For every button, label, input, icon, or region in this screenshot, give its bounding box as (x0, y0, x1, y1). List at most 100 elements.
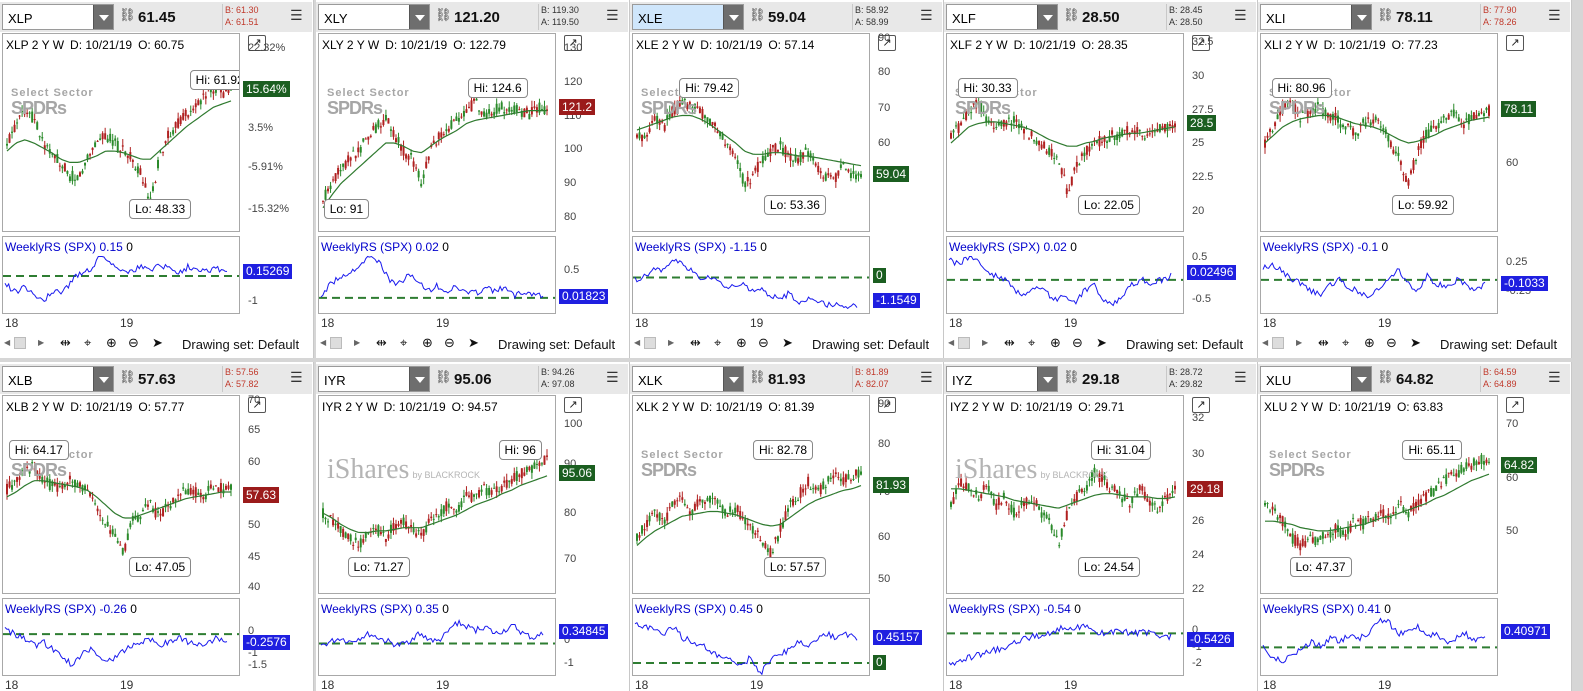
menu-icon[interactable]: ☰ (1234, 370, 1247, 386)
scroll-thumb[interactable] (644, 337, 656, 349)
expand-icon[interactable]: ⇹ (60, 336, 71, 351)
symbol-select[interactable]: IYR (318, 366, 430, 392)
scale-toggle-icon[interactable]: ↗ (878, 397, 896, 413)
scroll-right-icon[interactable]: ▶ (982, 338, 989, 347)
link-icon[interactable]: ⛓ (1377, 8, 1394, 23)
rs-chart[interactable]: WeeklyRS (SPX) 0.15 0 (2, 236, 240, 314)
scale-toggle-icon[interactable]: ↗ (564, 397, 582, 413)
chevron-down-icon[interactable] (723, 367, 743, 391)
scroll-left-icon[interactable]: ◀ (1262, 338, 1269, 347)
cursor-icon[interactable]: ➤ (1410, 336, 1421, 351)
zoom-in-icon[interactable]: ⊕ (1050, 336, 1061, 351)
menu-icon[interactable]: ☰ (290, 8, 303, 24)
scroll-right-icon[interactable]: ▶ (668, 338, 675, 347)
link-icon[interactable]: ⛓ (119, 370, 136, 385)
price-chart[interactable]: Select Sector SPDRs XLY 2 Y W D: 10/21/19 O:… (318, 33, 556, 232)
menu-icon[interactable]: ☰ (606, 370, 619, 386)
scroll-left-icon[interactable]: ◀ (320, 338, 327, 347)
scale-toggle-icon[interactable]: ↗ (1506, 35, 1524, 51)
drawing-set-select[interactable]: Drawing set: Default (1440, 337, 1558, 352)
cursor-icon[interactable]: ➤ (782, 336, 793, 351)
expand-icon[interactable]: ⇹ (376, 336, 387, 351)
scroll-thumb[interactable] (1272, 337, 1284, 349)
price-chart[interactable]: Select SectorSPDRsXLE 2 Y WD: 10/21/19O:… (632, 33, 870, 232)
drawing-set-select[interactable]: Drawing set: Default (1126, 337, 1244, 352)
symbol-select[interactable]: XLK (632, 366, 744, 392)
scale-toggle-icon[interactable]: ↗ (1192, 35, 1210, 51)
crosshair-icon[interactable]: ⌖ (1342, 336, 1350, 351)
menu-icon[interactable]: ☰ (920, 370, 933, 386)
chevron-down-icon[interactable] (93, 367, 113, 391)
menu-icon[interactable]: ☰ (1548, 8, 1561, 24)
scale-toggle-icon[interactable]: ↗ (564, 35, 582, 51)
symbol-select[interactable]: XLE (632, 4, 744, 30)
rs-chart[interactable]: WeeklyRS (SPX) 0.41 0 (1260, 598, 1498, 676)
scale-toggle-icon[interactable]: ↗ (1506, 397, 1524, 413)
zoom-in-icon[interactable]: ⊕ (736, 336, 747, 351)
scroll-left-icon[interactable]: ◀ (634, 338, 641, 347)
rs-chart[interactable]: WeeklyRS (SPX) 0.35 0 (318, 598, 556, 676)
scroll-thumb[interactable] (14, 337, 26, 349)
scroll-right-icon[interactable]: ▶ (1296, 338, 1303, 347)
drawing-set-select[interactable]: Drawing set: Default (182, 337, 300, 352)
symbol-select[interactable]: XLP (2, 4, 114, 30)
zoom-in-icon[interactable]: ⊕ (1364, 336, 1375, 351)
scroll-left-icon[interactable]: ◀ (4, 338, 11, 347)
scroll-left-icon[interactable]: ◀ (948, 338, 955, 347)
scroll-right-icon[interactable]: ▶ (354, 338, 361, 347)
rs-chart[interactable]: WeeklyRS (SPX) 0.02 0 (946, 236, 1184, 314)
zoom-out-icon[interactable]: ⊖ (1072, 336, 1083, 351)
crosshair-icon[interactable]: ⌖ (714, 336, 722, 351)
rs-chart[interactable]: WeeklyRS (SPX) -1.15 0 (632, 236, 870, 314)
link-icon[interactable]: ⛓ (1377, 370, 1394, 385)
price-chart[interactable]: iShares by BLACKROCK IYZ 2 Y W D: 10/21/19 O… (946, 395, 1184, 594)
price-chart[interactable]: Select Sector SPDRs XLU 2 Y W D: 10/21/19 O:… (1260, 395, 1498, 594)
crosshair-icon[interactable]: ⌖ (1028, 336, 1036, 351)
scroll-thumb[interactable] (330, 337, 342, 349)
chevron-down-icon[interactable] (723, 5, 743, 29)
link-icon[interactable]: ⛓ (435, 8, 452, 23)
symbol-select[interactable]: XLY (318, 4, 430, 30)
rs-chart[interactable]: WeeklyRS (SPX) -0.26 0 (2, 598, 240, 676)
crosshair-icon[interactable]: ⌖ (84, 336, 92, 351)
chevron-down-icon[interactable] (1351, 5, 1371, 29)
chevron-down-icon[interactable] (1037, 5, 1057, 29)
rs-chart[interactable]: WeeklyRS (SPX) 0.45 0 (632, 598, 870, 676)
drawing-set-select[interactable]: Drawing set: Default (498, 337, 616, 352)
link-icon[interactable]: ⛓ (1063, 8, 1080, 23)
symbol-select[interactable]: XLI (1260, 4, 1372, 30)
chevron-down-icon[interactable] (409, 367, 429, 391)
scale-toggle-icon[interactable]: ↗ (248, 397, 266, 413)
crosshair-icon[interactable]: ⌖ (400, 336, 408, 351)
rs-chart[interactable]: WeeklyRS (SPX) -0.54 0 (946, 598, 1184, 676)
symbol-select[interactable]: XLU (1260, 366, 1372, 392)
link-icon[interactable]: ⛓ (1063, 370, 1080, 385)
scale-toggle-icon[interactable]: ↗ (878, 35, 896, 51)
menu-icon[interactable]: ☰ (290, 370, 303, 386)
scroll-thumb[interactable] (958, 337, 970, 349)
expand-icon[interactable]: ⇹ (690, 336, 701, 351)
rs-chart[interactable]: WeeklyRS (SPX) 0.02 0 (318, 236, 556, 314)
rs-chart[interactable]: WeeklyRS (SPX) -0.1 0 (1260, 236, 1498, 314)
cursor-icon[interactable]: ➤ (152, 336, 163, 351)
price-chart[interactable]: Select Sector SPDRs XLK 2 Y W D: 10/21/19 O:… (632, 395, 870, 594)
menu-icon[interactable]: ☰ (606, 8, 619, 24)
symbol-select[interactable]: IYZ (946, 366, 1058, 392)
expand-icon[interactable]: ⇹ (1004, 336, 1015, 351)
link-icon[interactable]: ⛓ (749, 8, 766, 23)
chevron-down-icon[interactable] (93, 5, 113, 29)
scale-toggle-icon[interactable]: ↗ (248, 35, 266, 51)
menu-icon[interactable]: ☰ (1548, 370, 1561, 386)
cursor-icon[interactable]: ➤ (468, 336, 479, 351)
menu-icon[interactable]: ☰ (1234, 8, 1247, 24)
zoom-out-icon[interactable]: ⊖ (1386, 336, 1397, 351)
zoom-in-icon[interactable]: ⊕ (422, 336, 433, 351)
symbol-select[interactable]: XLF (946, 4, 1058, 30)
link-icon[interactable]: ⛓ (119, 8, 136, 23)
cursor-icon[interactable]: ➤ (1096, 336, 1107, 351)
zoom-out-icon[interactable]: ⊖ (444, 336, 455, 351)
price-chart[interactable]: iShares by BLACKROCK IYR 2 Y W D: 10/21/19 O… (318, 395, 556, 594)
scroll-right-icon[interactable]: ▶ (38, 338, 45, 347)
